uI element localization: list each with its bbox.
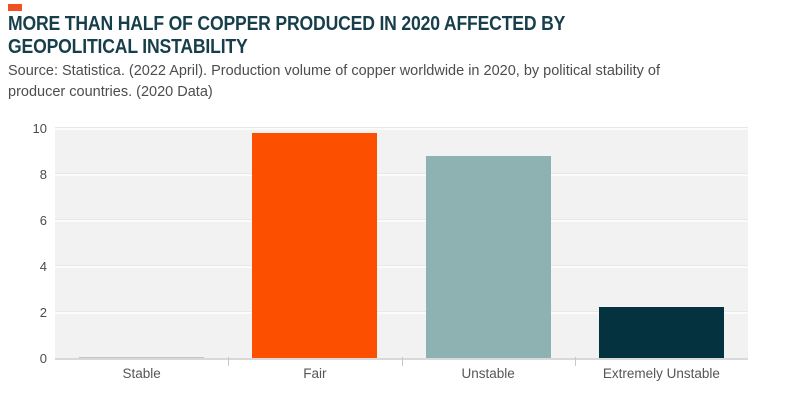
gridline-y4 <box>55 265 748 268</box>
bar-stable <box>79 357 205 358</box>
x-axis-label-unstable: Unstable <box>461 366 515 381</box>
chart-title-line1: MORE THAN HALF OF COPPER PRODUCED IN 202… <box>8 13 566 35</box>
accent-marker <box>8 4 22 11</box>
bar-unstable <box>425 156 551 358</box>
y-axis-tick-label: 10 <box>32 121 47 136</box>
chart-title: MORE THAN HALF OF COPPER PRODUCED IN 202… <box>8 13 565 59</box>
gridline-y6 <box>55 219 748 222</box>
y-axis-tick-label: 2 <box>39 305 47 320</box>
x-axis-label-extremely-unstable: Extremely Unstable <box>602 366 720 381</box>
x-axis-boundary-tick <box>575 357 576 366</box>
y-axis-tick-label: 8 <box>39 167 47 182</box>
source-line1: Source: Statistica. (2022 April). Produc… <box>8 63 661 79</box>
x-axis-label-fair: Fair <box>303 366 327 381</box>
y-axis-tick-label: 4 <box>39 259 47 274</box>
y-axis-tick-label: 6 <box>39 213 47 228</box>
x-axis-boundary-tick <box>228 357 229 366</box>
chart-title-line2: GEOPOLITICAL INSTABILITY <box>8 36 248 58</box>
gridline-y2 <box>55 311 748 314</box>
x-axis-boundary-tick <box>402 357 403 366</box>
bar-chart: 0 2 4 6 8 10 Stable Fair Unstable Extremely Unsta… <box>33 121 748 381</box>
source-line2: producer countries. (2020 Data) <box>8 84 213 100</box>
source-citation: Source: Statistica. (2022 April). Produc… <box>8 61 660 103</box>
gridline-y10 <box>55 127 748 130</box>
plot-area <box>55 127 748 360</box>
bar-extremely-unstable <box>598 307 724 358</box>
bar-fair <box>252 133 378 358</box>
gridline-y8 <box>55 173 748 176</box>
y-axis-tick-label: 0 <box>39 351 47 366</box>
x-axis-label-stable: Stable <box>122 366 161 381</box>
